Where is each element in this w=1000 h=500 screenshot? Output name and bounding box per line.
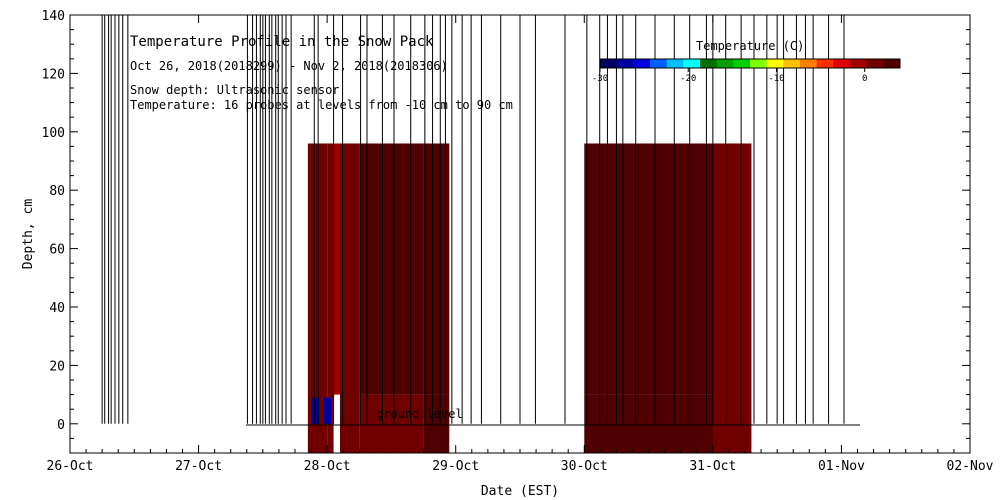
heat-cell: [359, 394, 424, 453]
colorbar-swatch: [650, 59, 668, 68]
x-tick-label: 30-Oct: [561, 459, 608, 474]
x-tick-label: 02-Nov: [947, 459, 994, 474]
x-axis-label: Date (EST): [481, 484, 559, 499]
colorbar-swatch: [616, 59, 634, 68]
heat-cell: [333, 143, 340, 395]
y-tick-label: 0: [57, 418, 65, 433]
colorbar-swatch: [683, 59, 701, 68]
colorbar-swatch: [666, 59, 684, 68]
x-tick-label: 31-Oct: [689, 459, 736, 474]
colorbar-swatch: [633, 59, 651, 68]
y-tick-label: 60: [49, 243, 65, 258]
y-tick-label: 140: [42, 9, 65, 24]
chart-title: Temperature Profile in the Snow Pack: [130, 34, 434, 50]
colorbar-swatch: [783, 59, 801, 68]
heat-cell: [732, 143, 752, 454]
x-tick-label: 27-Oct: [175, 459, 222, 474]
x-tick-label: 01-Nov: [818, 459, 865, 474]
colorbar-swatch: [766, 59, 784, 68]
colorbar-tick-label: -10: [768, 74, 784, 84]
y-tick-label: 20: [49, 359, 65, 374]
colorbar-tick-label: -20: [680, 74, 696, 84]
y-tick-label: 40: [49, 301, 65, 316]
colorbar-swatch: [833, 59, 851, 68]
colorbar-swatch: [750, 59, 768, 68]
heat-cell: [307, 143, 328, 454]
plot-frame: [69, 14, 971, 454]
colorbar-swatch: [733, 59, 751, 68]
temperature-heatmap: [307, 143, 752, 454]
snow-depth-note: Snow depth: Ultrasonic sensor: [130, 83, 340, 97]
heat-cell: [327, 143, 334, 454]
heat-cell: [340, 143, 360, 454]
heat-cell: [323, 397, 331, 424]
heat-cell: [584, 143, 733, 395]
colorbar-swatch: [600, 59, 618, 68]
colorbar-swatch: [883, 59, 901, 68]
y-tick-label: 120: [42, 67, 65, 82]
heat-cell: [584, 394, 733, 453]
colorbar-swatch: [866, 59, 884, 68]
colorbar-swatch: [716, 59, 734, 68]
y-axis-label: Depth, cm: [21, 199, 36, 270]
heat-cell: [311, 397, 320, 424]
colorbar-tick-label: 0: [862, 74, 867, 84]
colorbar-swatch: [800, 59, 818, 68]
colorbar-frame: [599, 58, 901, 69]
colorbar-swatch: [700, 59, 718, 68]
colorbar-swatch: [850, 59, 868, 68]
heat-cell: [359, 143, 424, 395]
colorbar-title: Temperature (C): [696, 39, 804, 53]
chart-subtitle: Oct 26, 2018(2018299) - Nov 2, 2018(2018…: [130, 59, 448, 73]
x-tick-label: 28-Oct: [304, 459, 351, 474]
snow-depth-trace: [101, 15, 845, 424]
colorbar: -30 -20 -10 0: [592, 58, 901, 84]
ground-level-label: ground level: [376, 407, 463, 421]
temperature-note: Temperature: 16 probes at levels from -1…: [130, 98, 513, 112]
x-tick-label: 26-Oct: [47, 459, 94, 474]
colorbar-tick-label: -30: [592, 74, 608, 84]
x-tick-label: 29-Oct: [432, 459, 479, 474]
y-tick-label: 100: [42, 126, 65, 141]
y-tick-label: 80: [49, 184, 65, 199]
axis-ticks: 0 20 40 60 80 100 120 140 26-Oct 27-Oct 28-Oct 29-O…: [42, 9, 994, 474]
colorbar-swatch: [816, 59, 834, 68]
